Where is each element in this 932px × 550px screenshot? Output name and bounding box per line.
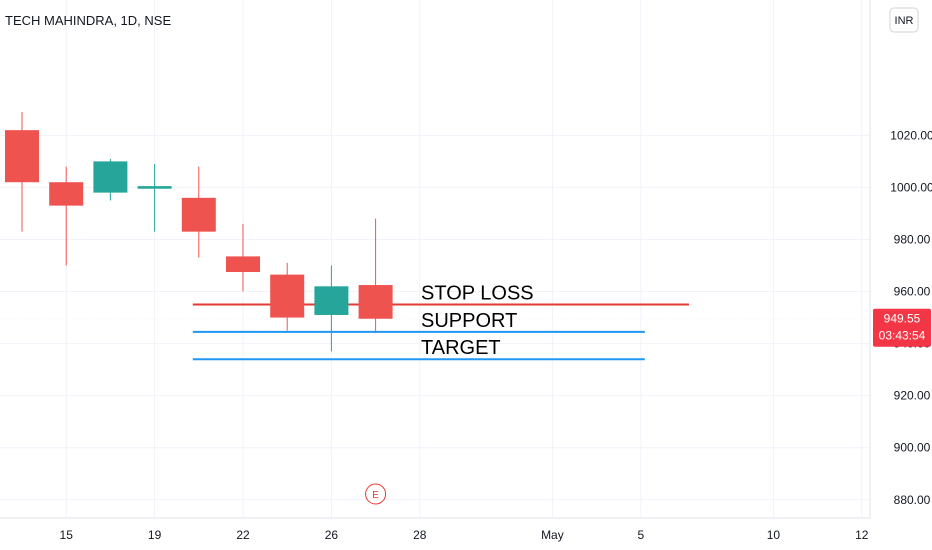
candle-body	[358, 285, 393, 319]
y-tick-label: 1000.00	[890, 180, 932, 194]
candle	[49, 166, 84, 266]
currency-badge[interactable]: INR	[889, 7, 919, 33]
level-label-support: SUPPORT	[421, 310, 517, 332]
x-tick-label: 5	[637, 528, 644, 542]
y-tick-label: 880.00	[894, 493, 931, 507]
x-tick-label: 10	[767, 528, 781, 542]
candle	[137, 163, 172, 232]
x-tick-label: 26	[325, 528, 339, 542]
candles	[5, 111, 393, 352]
candle	[270, 262, 305, 331]
y-tick-label: 900.00	[894, 441, 931, 455]
last-price-tag: 949.55 03:43:54	[873, 308, 931, 347]
currency-badge-box	[889, 7, 919, 33]
candle	[358, 218, 393, 334]
event-marker-circle	[365, 483, 387, 505]
level-label-stop-loss: STOP LOSS	[421, 283, 534, 305]
y-tick-label: 1020.00	[890, 128, 932, 142]
candle	[93, 158, 128, 201]
chart-grid	[0, 0, 870, 518]
level-annotations: STOP LOSS SUPPORT TARGET	[421, 283, 534, 360]
candle-body	[270, 274, 305, 318]
candle-body	[93, 161, 128, 193]
candle-body	[181, 197, 216, 232]
candle-body	[5, 130, 39, 183]
level-label-target: TARGET	[421, 337, 501, 359]
bar-countdown: 03:43:54	[879, 329, 926, 343]
candle	[181, 166, 216, 258]
last-price-value: 949.55	[884, 312, 921, 326]
x-tick-label: 28	[413, 528, 427, 542]
y-tick-label: 920.00	[894, 389, 931, 403]
candle-body	[226, 256, 260, 273]
time-axis[interactable]: 15 19 22 26 28 May 5 10 12	[60, 528, 869, 542]
x-tick-label: May	[541, 528, 564, 542]
currency-label: INR	[895, 15, 914, 27]
event-marker-label: E	[372, 490, 379, 501]
x-tick-label: 15	[60, 528, 74, 542]
x-tick-label: 22	[236, 528, 250, 542]
price-axis[interactable]: 1020.001000.00980.00960.00940.00920.0090…	[890, 128, 932, 506]
y-tick-label: 960.00	[894, 285, 931, 299]
price-tag-box	[873, 308, 931, 347]
candle-body	[49, 182, 84, 206]
x-tick-label: 12	[855, 528, 869, 542]
earnings-event-marker[interactable]: E	[365, 483, 387, 505]
candle	[5, 111, 39, 232]
candle-body	[137, 186, 172, 189]
candle-body	[314, 286, 349, 315]
x-tick-label: 19	[148, 528, 162, 542]
chart-title: TECH MAHINDRA, 1D, NSE	[5, 13, 171, 28]
candle	[226, 223, 260, 292]
y-tick-label: 980.00	[894, 232, 931, 246]
candle	[314, 265, 349, 352]
